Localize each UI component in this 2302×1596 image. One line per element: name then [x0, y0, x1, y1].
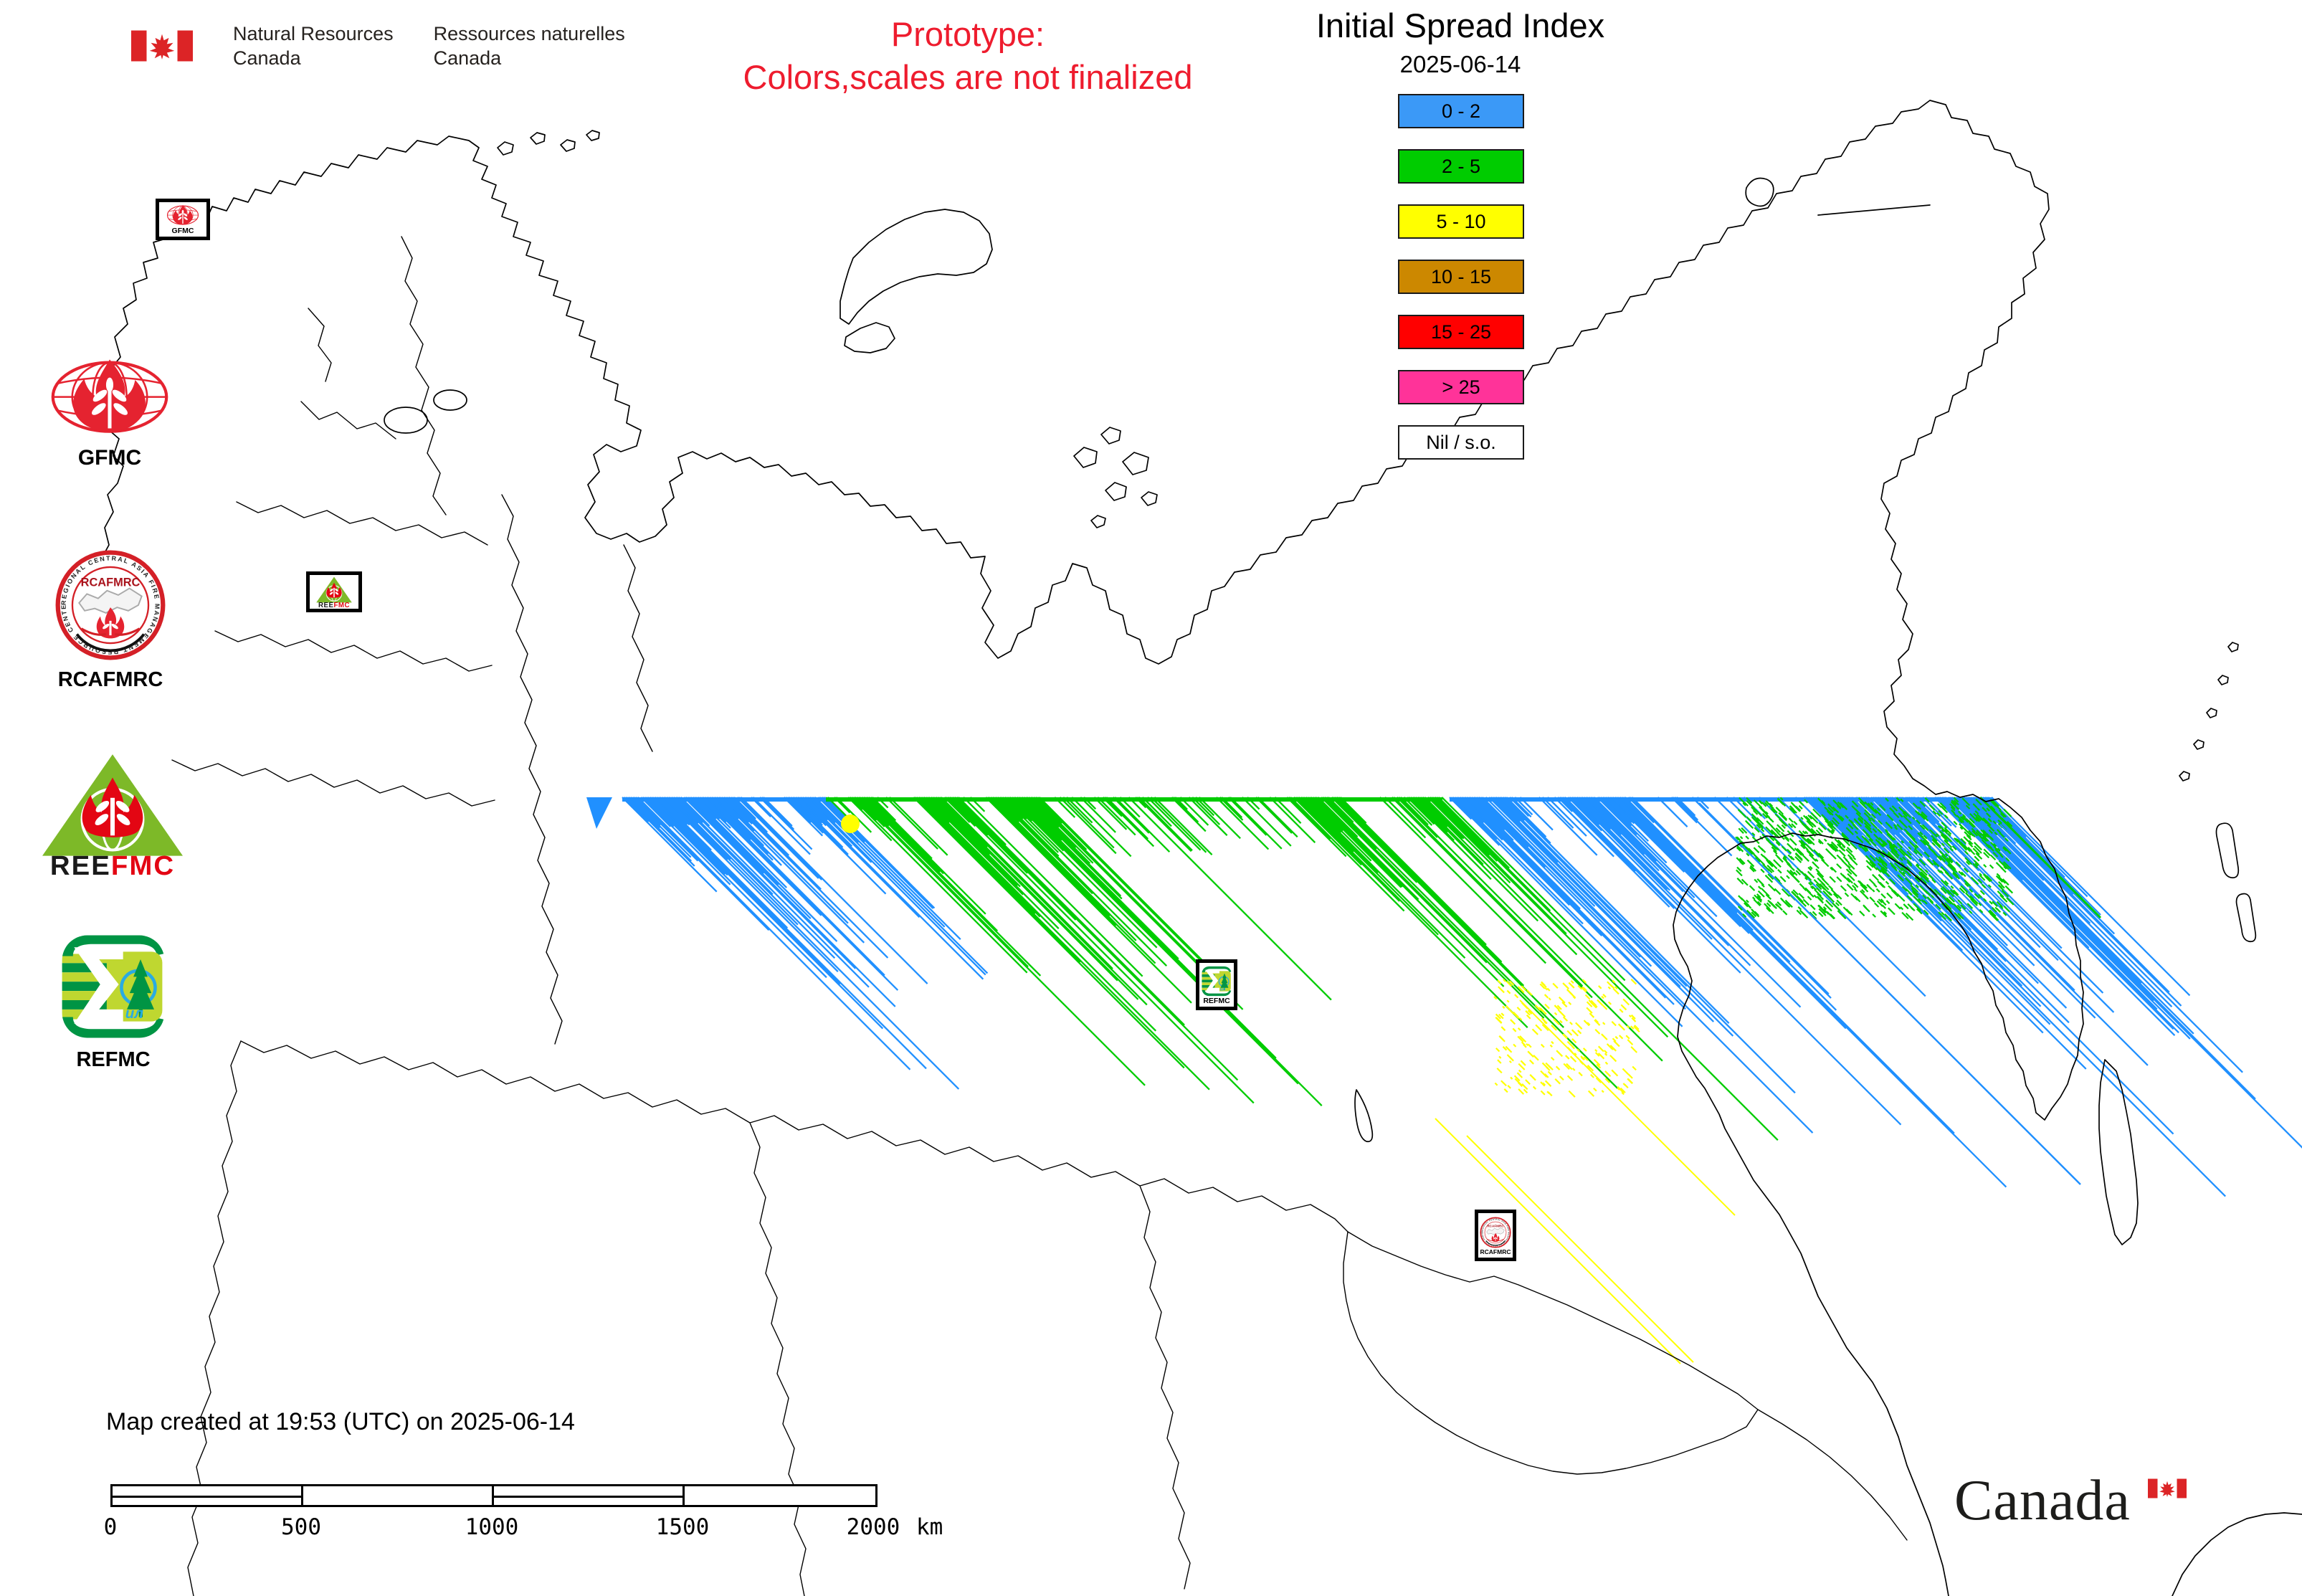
- nrcan-text-fr: Ressources naturelles Canada: [434, 22, 625, 70]
- reefmc-logo-icon: [40, 750, 185, 878]
- refmc-marker-icon: [1201, 965, 1232, 997]
- isi-region-kamchatka-green: [1979, 796, 2102, 919]
- map-date: 2025-06-14: [1399, 51, 1521, 77]
- reefmc-marker-icon: [313, 576, 356, 608]
- isi-region-green-central-band: [826, 797, 1779, 1141]
- nrcan-en-line1: Natural Resources: [233, 23, 394, 44]
- rcafmrc-marker-icon: [1480, 1216, 1511, 1249]
- prototype-warning: Prototype: Colors,scales are not finaliz…: [645, 13, 1290, 99]
- prototype-line1: Prototype:: [890, 15, 1045, 53]
- title-block: Initial Spread Index 2025-06-14: [1263, 6, 1657, 78]
- scalebar-tick-label: 2000: [846, 1514, 900, 1540]
- legend: 0 - 2 2 - 5 5 - 10 10 - 15 15 - 25 > 25 Nil / …: [1398, 94, 1524, 480]
- rcafmrc-logo-icon: [54, 549, 166, 661]
- legend-label: 0 - 2: [1441, 100, 1481, 122]
- isi-region-green-east-patches: [1735, 797, 2015, 921]
- refmc-marker-label: REFMC: [1203, 996, 1230, 1005]
- rcafmrc-marker-label: RCAFMRC: [1480, 1248, 1511, 1255]
- canada-wordmark: Canada: [1954, 1468, 2187, 1534]
- nrcan-text-en: Natural Resources Canada: [233, 22, 394, 70]
- map-marker-reefmc: [306, 571, 362, 612]
- scalebar-tick-label: 500: [281, 1514, 321, 1540]
- scalebar-tick-label: 0: [103, 1514, 118, 1540]
- canada-flag-icon: [131, 30, 193, 62]
- map-marker-refmc: REFMC: [1196, 959, 1237, 1010]
- coastline-group: [100, 100, 2302, 1596]
- wordmark-flag-icon: [2148, 1478, 2187, 1498]
- scalebar-segment: [303, 1486, 494, 1505]
- legend-item: 5 - 10: [1398, 204, 1524, 239]
- scalebar-segment: [113, 1486, 303, 1505]
- nrcan-fr-line2: Canada: [433, 47, 502, 69]
- rcafmrc-label: RCAFMRC: [57, 668, 163, 691]
- gfmc-marker-label: GFMC: [171, 226, 194, 235]
- nrcan-fr-line1: Ressources naturelles: [433, 23, 625, 44]
- gfmc-marker-icon: [162, 204, 204, 227]
- canada-wordmark-text: Canada: [1954, 1469, 2131, 1532]
- map-marker-gfmc: GFMC: [156, 199, 210, 240]
- isi-region-blue-west-band: [622, 797, 989, 1090]
- legend-item: > 25: [1398, 370, 1524, 404]
- isi-region-yellow-long-streaks: [1435, 999, 1736, 1364]
- scalebar-tick-label: 1500: [655, 1514, 710, 1540]
- legend-item: 2 - 5: [1398, 149, 1524, 184]
- scalebar-segment: [685, 1486, 875, 1505]
- legend-label: 2 - 5: [1441, 155, 1481, 177]
- scalebar-segment: [494, 1486, 685, 1505]
- legend-item: 10 - 15: [1398, 260, 1524, 294]
- refmc-logo-icon: [59, 932, 168, 1041]
- legend-label: Nil / s.o.: [1426, 431, 1496, 453]
- scalebar-tick-label: 1000: [465, 1514, 519, 1540]
- legend-item: 0 - 2: [1398, 94, 1524, 128]
- map-marker-rcafmrc: RCAFMRC: [1475, 1210, 1516, 1261]
- scalebar-unit: km: [916, 1514, 943, 1540]
- refmc-label: REFMC: [76, 1048, 151, 1071]
- legend-label: 5 - 10: [1436, 210, 1486, 232]
- page-title: Initial Spread Index: [1316, 6, 1605, 44]
- isi-region-yellow-speckles: [1493, 978, 1640, 1098]
- isi-region-yellow-dot: [841, 814, 860, 833]
- isi-region-blue-east-band: [1449, 797, 2302, 1197]
- legend-item: 15 - 25: [1398, 315, 1524, 349]
- gfmc-label: GFMC: [77, 446, 142, 470]
- legend-label: 15 - 25: [1430, 320, 1492, 343]
- legend-label: > 25: [1442, 376, 1480, 398]
- legend-item: Nil / s.o.: [1398, 425, 1524, 460]
- nrcan-en-line2: Canada: [233, 47, 301, 69]
- created-text: Map created at 19:53 (UTC) on 2025-06-14: [106, 1408, 575, 1435]
- nrcan-signature: Natural Resources Canada Ressources natu…: [131, 22, 625, 70]
- isi-region-west-wedge: [586, 797, 612, 829]
- legend-label: 10 - 15: [1430, 265, 1492, 288]
- prototype-line2: Colors,scales are not finalized: [743, 58, 1193, 96]
- isi-overlay: [586, 796, 2302, 1364]
- gfmc-logo-icon: [42, 357, 178, 442]
- scale-bar: [110, 1484, 877, 1507]
